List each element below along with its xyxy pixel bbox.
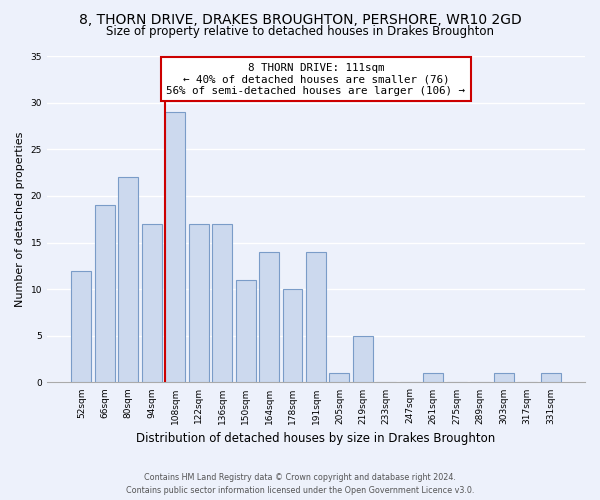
Bar [306, 252, 326, 382]
Y-axis label: Number of detached properties: Number of detached properties [15, 132, 25, 307]
Text: Contains HM Land Registry data © Crown copyright and database right 2024.
Contai: Contains HM Land Registry data © Crown c… [126, 473, 474, 495]
Bar [118, 177, 138, 382]
Text: Size of property relative to detached houses in Drakes Broughton: Size of property relative to detached ho… [106, 25, 494, 38]
Bar [494, 373, 514, 382]
Text: 8, THORN DRIVE, DRAKES BROUGHTON, PERSHORE, WR10 2GD: 8, THORN DRIVE, DRAKES BROUGHTON, PERSHO… [79, 12, 521, 26]
Bar [423, 373, 443, 382]
Bar [329, 373, 349, 382]
Bar [142, 224, 162, 382]
Bar [188, 224, 209, 382]
X-axis label: Distribution of detached houses by size in Drakes Broughton: Distribution of detached houses by size … [136, 432, 496, 445]
Bar [541, 373, 560, 382]
Bar [259, 252, 279, 382]
Text: 8 THORN DRIVE: 111sqm
← 40% of detached houses are smaller (76)
56% of semi-deta: 8 THORN DRIVE: 111sqm ← 40% of detached … [166, 62, 466, 96]
Bar [236, 280, 256, 382]
Bar [353, 336, 373, 382]
Bar [71, 270, 91, 382]
Bar [95, 205, 115, 382]
Bar [283, 289, 302, 382]
Bar [212, 224, 232, 382]
Bar [165, 112, 185, 382]
